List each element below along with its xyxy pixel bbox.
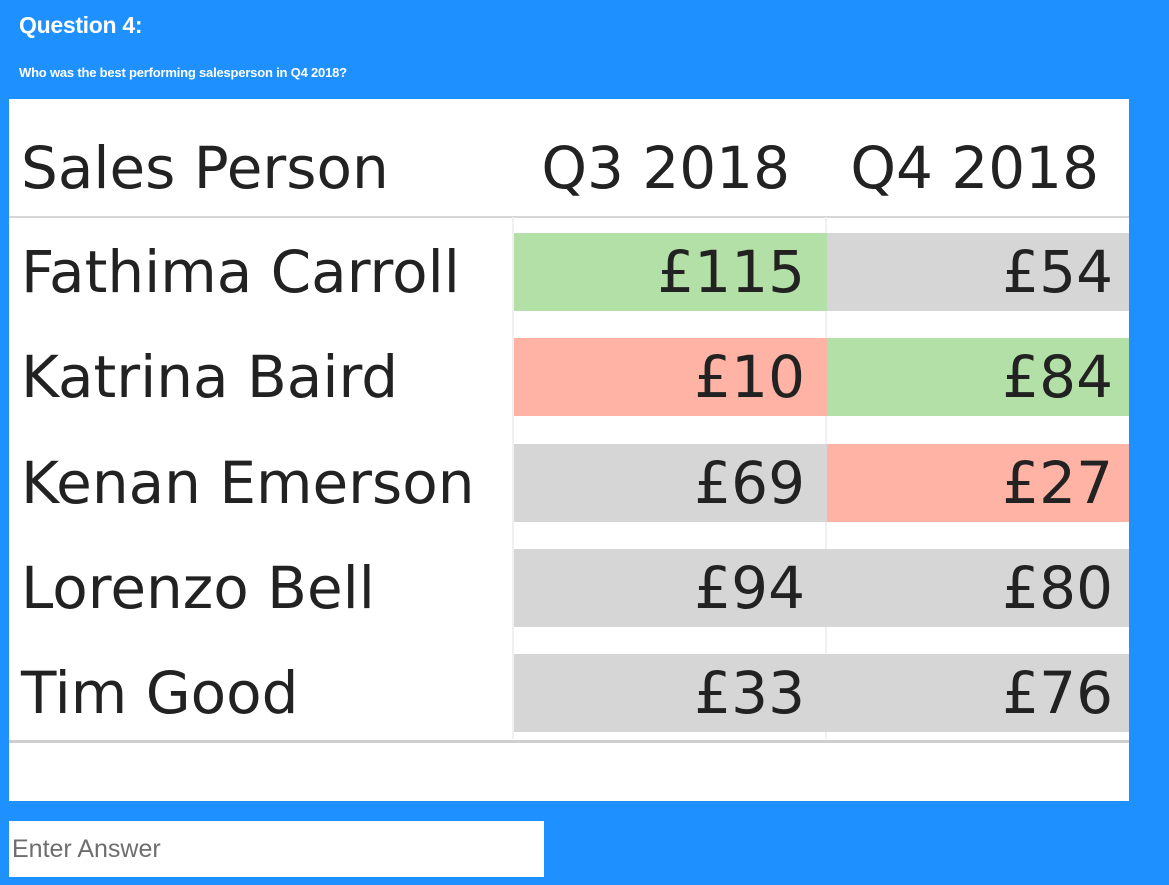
header-sales-person: Sales Person xyxy=(21,134,389,202)
answer-input[interactable] xyxy=(9,821,544,877)
row-2-sales-person: Katrina Baird xyxy=(21,343,399,411)
row-1-sales-person: Fathima Carroll xyxy=(21,238,460,306)
row-4-q3-value: £94 xyxy=(514,549,827,627)
header-divider xyxy=(9,216,1129,218)
question-text: Who was the best performing salesperson … xyxy=(19,65,347,80)
column-divider-q3 xyxy=(512,217,514,739)
row-2-q4-value: £84 xyxy=(827,338,1129,416)
row-5-sales-person: Tim Good xyxy=(21,659,299,727)
row-5-q4-value: £76 xyxy=(827,654,1129,732)
question-title: Question 4: xyxy=(19,12,143,38)
row-4-sales-person: Lorenzo Bell xyxy=(21,554,375,622)
row-3-q3-value: £69 xyxy=(514,444,827,522)
header-q4-2018: Q4 2018 xyxy=(850,134,1099,202)
row-4-q4-value: £80 xyxy=(827,549,1129,627)
row-1-q3-value: £115 xyxy=(514,233,827,311)
row-3-q4-value: £27 xyxy=(827,444,1129,522)
table-bottom-divider xyxy=(9,740,1129,743)
header-q3-2018: Q3 2018 xyxy=(541,134,790,202)
row-2-q3-value: £10 xyxy=(514,338,827,416)
row-3-sales-person: Kenan Emerson xyxy=(21,449,475,517)
row-1-q4-value: £54 xyxy=(827,233,1129,311)
row-5-q3-value: £33 xyxy=(514,654,827,732)
sales-table: Sales Person Q3 2018 Q4 2018 Fathima Car… xyxy=(9,99,1129,801)
